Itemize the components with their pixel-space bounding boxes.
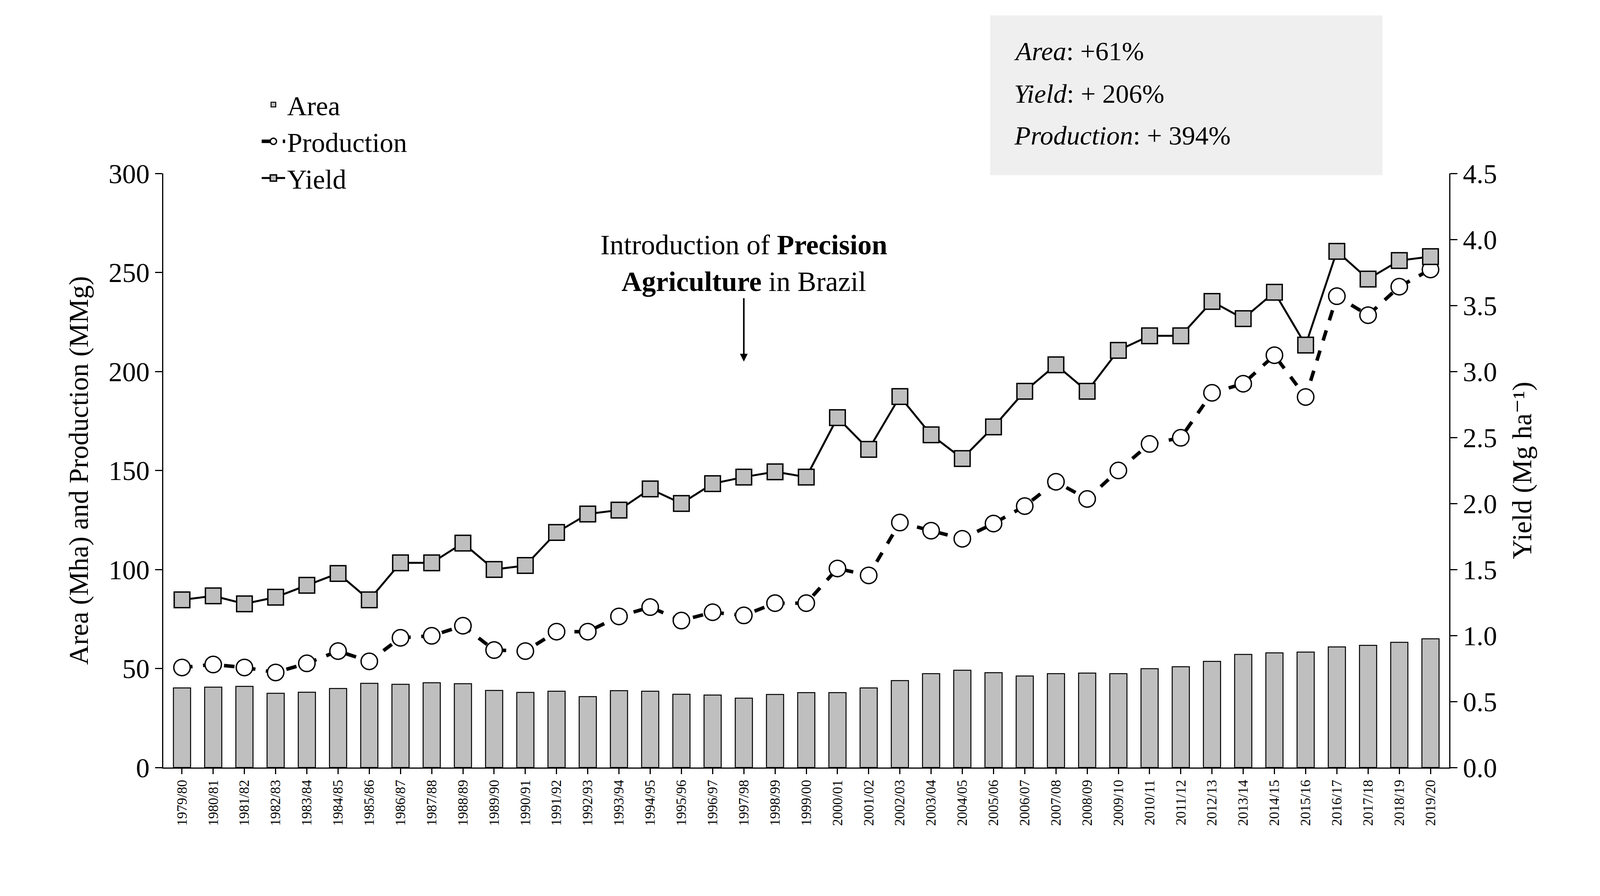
svg-text:2013/14: 2013/14 [1235,779,1251,826]
svg-text:1990/91: 1990/91 [517,779,534,826]
svg-text:2001/02: 2001/02 [860,779,877,826]
svg-text:2010/11: 2010/11 [1141,779,1158,826]
svg-text:2.0: 2.0 [1462,489,1498,520]
svg-text:1993/94: 1993/94 [610,779,627,826]
svg-text:2000/01: 2000/01 [829,779,846,826]
svg-text:1995/96: 1995/96 [673,779,690,826]
svg-text:1984/85: 1984/85 [330,779,346,826]
svg-text:100: 100 [108,555,150,586]
svg-text:1980/81: 1980/81 [205,779,222,826]
svg-text:2009/10: 2009/10 [1110,779,1127,826]
svg-text:2014/15: 2014/15 [1266,779,1283,826]
svg-text:1982/83: 1982/83 [267,779,284,826]
svg-text:2004/05: 2004/05 [954,779,970,826]
svg-text:2011/12: 2011/12 [1173,779,1189,826]
svg-text:300: 300 [108,158,150,190]
svg-text:4.0: 4.0 [1462,225,1498,256]
svg-text:2007/08: 2007/08 [1048,779,1064,826]
svg-text:2017/18: 2017/18 [1360,779,1376,826]
svg-text:1988/89: 1988/89 [455,779,471,826]
svg-text:3.0: 3.0 [1462,357,1498,388]
svg-text:1983/84: 1983/84 [298,779,315,826]
svg-text:0: 0 [135,753,150,784]
svg-text:2016/17: 2016/17 [1328,779,1345,826]
svg-text:1986/87: 1986/87 [392,779,409,826]
svg-text:Yield: + 206%: Yield: + 206% [1014,78,1165,109]
svg-text:3.5: 3.5 [1462,291,1498,322]
svg-text:2012/13: 2012/13 [1203,779,1220,826]
svg-text:Area: Area [287,91,341,122]
svg-text:1987/88: 1987/88 [423,779,440,826]
svg-text:1.5: 1.5 [1462,555,1498,586]
svg-text:1985/86: 1985/86 [361,779,377,826]
svg-text:Yield (Mg ha⁻¹): Yield (Mg ha⁻¹) [1507,381,1538,560]
svg-text:1989/90: 1989/90 [486,779,502,826]
svg-text:1979/80: 1979/80 [174,779,190,826]
svg-text:250: 250 [108,257,150,288]
svg-text:200: 200 [108,357,150,388]
svg-text:Yield: Yield [287,164,347,195]
svg-text:1996/97: 1996/97 [704,779,721,826]
svg-text:1981/82: 1981/82 [236,779,252,826]
svg-text:1999/00: 1999/00 [798,779,815,826]
svg-text:50: 50 [122,653,150,684]
svg-text:1.0: 1.0 [1462,621,1498,652]
svg-text:2006/07: 2006/07 [1016,779,1033,826]
svg-text:1994/95: 1994/95 [642,779,658,826]
svg-text:2003/04: 2003/04 [923,779,939,826]
svg-text:1991/92: 1991/92 [548,779,565,826]
svg-text:0.0: 0.0 [1462,753,1498,784]
svg-text:2.5: 2.5 [1462,423,1498,454]
svg-text:1997/98: 1997/98 [735,779,752,826]
svg-text:0.5: 0.5 [1462,687,1498,718]
svg-text:2008/09: 2008/09 [1079,779,1095,826]
svg-text:2005/06: 2005/06 [985,779,1002,826]
svg-text:2015/16: 2015/16 [1297,779,1314,826]
svg-text:4.5: 4.5 [1462,158,1498,190]
svg-text:Introduction of PrecisionAgric: Introduction of PrecisionAgriculture in … [600,229,888,298]
svg-text:2002/03: 2002/03 [891,779,908,826]
svg-text:Production: Production [287,127,408,158]
svg-text:Production: + 394%: Production: + 394% [1014,120,1231,151]
svg-text:1992/93: 1992/93 [579,779,596,826]
svg-text:150: 150 [108,455,150,486]
svg-text:2018/19: 2018/19 [1391,779,1408,826]
svg-text:2019/20: 2019/20 [1422,779,1439,826]
svg-text:1998/99: 1998/99 [767,779,783,826]
svg-text:Area: +61%: Area: +61% [1014,36,1145,67]
svg-text:Area (Mha) and Production (MMg: Area (Mha) and Production (MMg) [63,276,94,665]
